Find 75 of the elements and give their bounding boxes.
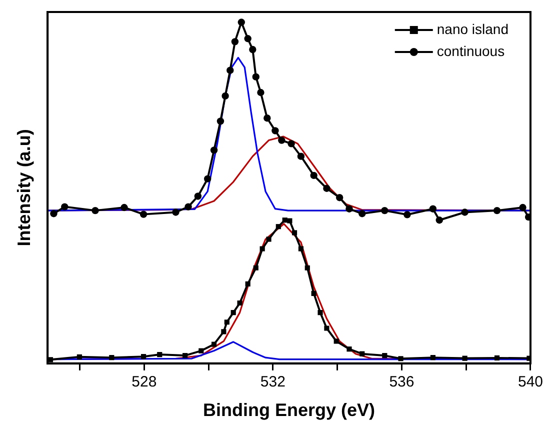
- point: [222, 92, 229, 100]
- point: [224, 320, 230, 325]
- point: [304, 265, 310, 270]
- point: [288, 140, 295, 148]
- point: [182, 353, 188, 358]
- point: [278, 136, 286, 144]
- x-tick-label: 540: [518, 374, 543, 391]
- point: [198, 348, 204, 354]
- point: [360, 351, 365, 356]
- point: [318, 310, 323, 316]
- point: [287, 218, 292, 224]
- x-tick-label: 528: [132, 374, 157, 391]
- point: [462, 356, 468, 361]
- point: [120, 204, 128, 212]
- point: [264, 114, 271, 122]
- point: [292, 230, 298, 236]
- point: [140, 354, 146, 360]
- x-tick-label: 536: [389, 374, 414, 391]
- point: [109, 355, 114, 360]
- point: [226, 66, 234, 74]
- y-axis-title: Intensity (a.u): [14, 129, 34, 246]
- point: [266, 236, 272, 242]
- point: [272, 127, 279, 134]
- point: [216, 118, 224, 125]
- point: [194, 192, 202, 200]
- point: [404, 211, 411, 218]
- point: [346, 346, 352, 352]
- point: [493, 206, 501, 214]
- point: [245, 281, 250, 286]
- point: [436, 216, 443, 224]
- x-axis-title: Binding Energy (eV): [203, 400, 376, 420]
- point: [461, 208, 468, 216]
- point: [157, 352, 162, 358]
- point: [260, 246, 265, 252]
- point: [231, 38, 239, 46]
- point: [429, 205, 437, 212]
- point: [346, 205, 353, 212]
- legend-label: nano island: [436, 20, 508, 37]
- point: [398, 356, 404, 362]
- point: [494, 355, 500, 360]
- point: [324, 326, 330, 331]
- point: [238, 18, 245, 26]
- point: [210, 146, 218, 154]
- point: [519, 204, 526, 212]
- point: [204, 175, 212, 182]
- point: [430, 355, 436, 360]
- point: [230, 310, 236, 316]
- point: [252, 73, 260, 80]
- point: [172, 208, 180, 216]
- point: [336, 194, 344, 202]
- point: [249, 46, 256, 54]
- point: [50, 210, 58, 218]
- point: [382, 353, 388, 358]
- legend-label: continuous: [436, 42, 505, 59]
- point: [297, 152, 305, 160]
- point: [276, 224, 281, 230]
- point: [323, 184, 330, 192]
- point: [140, 210, 148, 218]
- point: [334, 338, 339, 344]
- point: [92, 206, 99, 214]
- point: [298, 246, 304, 252]
- point: [61, 203, 68, 210]
- point: [76, 354, 82, 360]
- point: [310, 172, 318, 180]
- point: [381, 206, 388, 214]
- point: [253, 265, 258, 270]
- point: [257, 88, 264, 96]
- x-tick-label: 532: [260, 374, 286, 391]
- point: [311, 290, 316, 296]
- point: [244, 35, 252, 42]
- point: [184, 203, 192, 210]
- point: [221, 329, 226, 334]
- point: [237, 300, 242, 306]
- point: [211, 342, 217, 347]
- point: [358, 210, 366, 218]
